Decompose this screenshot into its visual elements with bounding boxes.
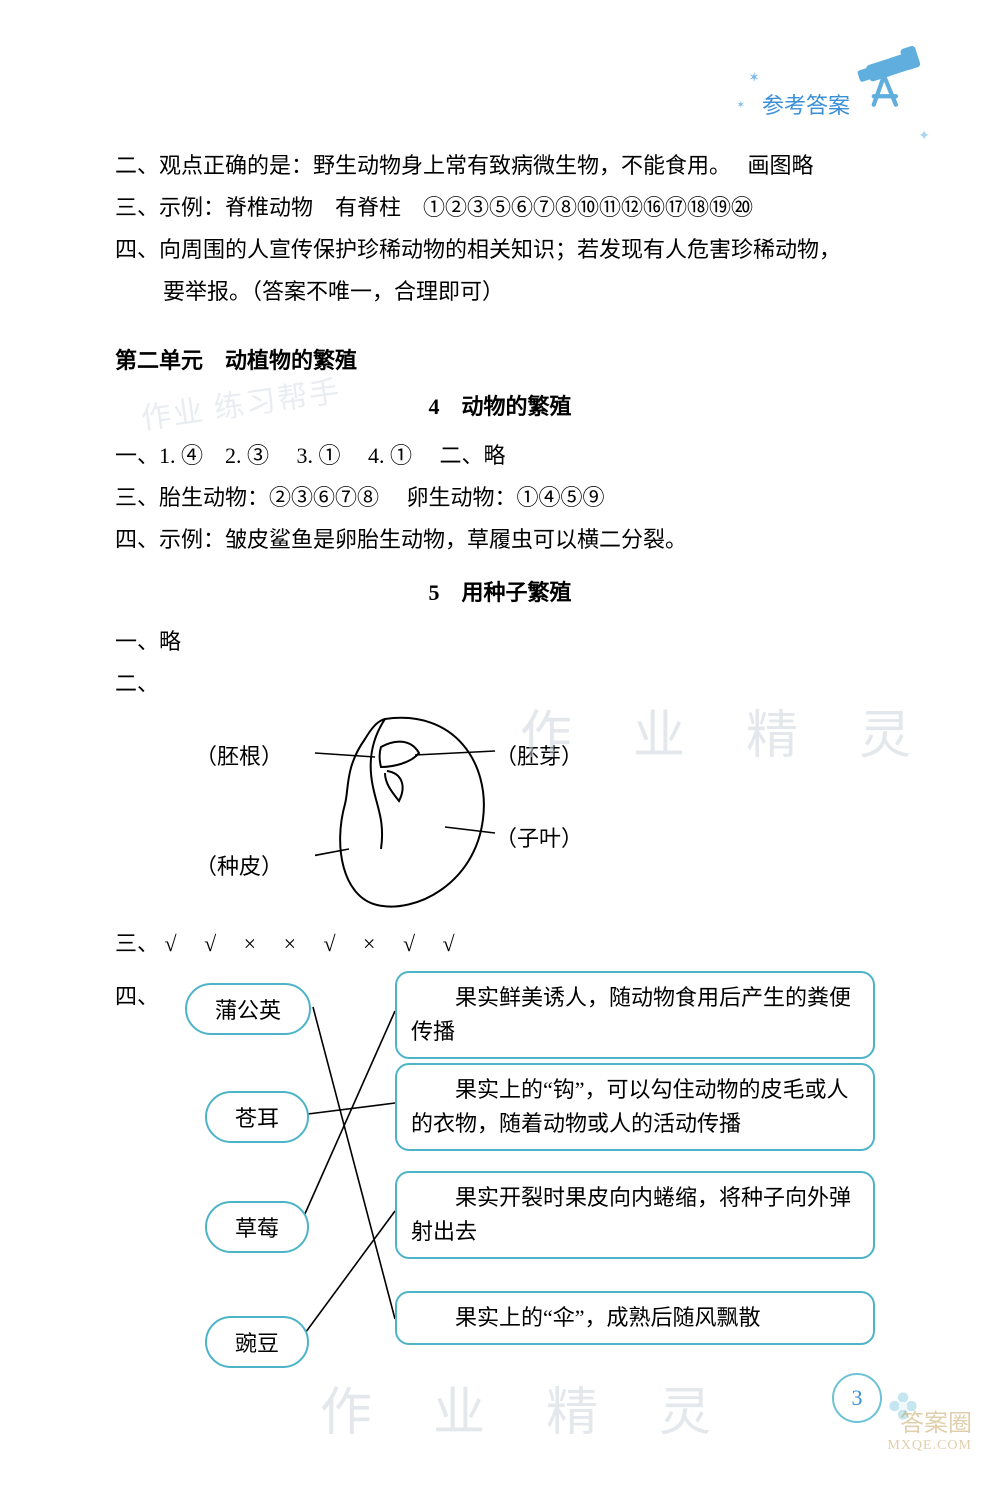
ans-two: 二、观点正确的是：野生动物身上常有致病微生物，不能食用。 画图略 [115,145,885,187]
match-right-box: 果实上的“伞”，成熟后随风飘散 [395,1291,875,1345]
corner-name: 答案圈 [887,1413,972,1435]
sec5-title: 5 用种子繁殖 [115,575,885,607]
match-right-box: 果实鲜美诱人，随动物食用后产生的粪便传播 [395,971,875,1059]
sec5-tf-row: 三、 √ √ × × √ × √ √ [115,923,885,965]
match-left-pill: 苍耳 [205,1091,309,1143]
sec4-l2: 三、胎生动物：②③⑥⑦⑧ 卵生动物：①④⑤⑨ [115,477,885,519]
sec5-l1: 一、略 [115,621,885,663]
sec4-title: 4 动物的繁殖 [115,389,885,421]
page-number: 3 [832,1373,882,1423]
sec4-l3: 四、示例：皱皮鲨鱼是卵胎生动物，草履虫可以横二分裂。 [115,519,885,561]
match-left-pill: 草莓 [205,1201,309,1253]
corner-url: MXQE.COM [887,1435,972,1457]
match-area: 四、 蒲公英苍耳草莓豌豆 果实鲜美诱人，随动物食用后产生的粪便传播果实上的“钩”，… [115,971,885,1431]
label-radicle: （胚根） [195,739,283,771]
tf-prefix: 三、 [115,931,159,956]
ans-four-b: 要举报。（答案不唯一，合理即可） [115,271,885,313]
label-testa: （种皮） [195,849,283,881]
unit2-title: 第二单元 动植物的繁殖 [115,343,885,375]
match-prefix: 四、 [115,979,159,1011]
ans-four-a: 四、向周围的人宣传保护珍稀动物的相关知识；若发现有人危害珍稀动物， [115,229,885,271]
match-right-box: 果实开裂时果皮向内蜷缩，将种子向外弹射出去 [395,1171,875,1259]
sec5-l2: 二、 [115,663,885,705]
ans-three: 三、示例：脊椎动物 有脊柱 ①②③⑤⑥⑦⑧⑩⑪⑫⑯⑰⑱⑲⑳ [115,187,885,229]
corner-logo: 答案圈 MXQE.COM [887,1413,972,1457]
match-left-pill: 豌豆 [205,1316,309,1368]
seed-diagram: （胚根） （胚芽） （种皮） （子叶） [135,709,885,919]
match-left-pill: 蒲公英 [185,983,311,1035]
match-right-box: 果实上的“钩”，可以勾住动物的皮毛或人的衣物，随着动物或人的活动传播 [395,1063,875,1151]
seed-svg [315,709,515,919]
tf-values: √ √ × × √ × √ √ [165,931,455,956]
sec4-l1: 一、1. ④ 2. ③ 3. ① 4. ① 二、略 [115,435,885,477]
